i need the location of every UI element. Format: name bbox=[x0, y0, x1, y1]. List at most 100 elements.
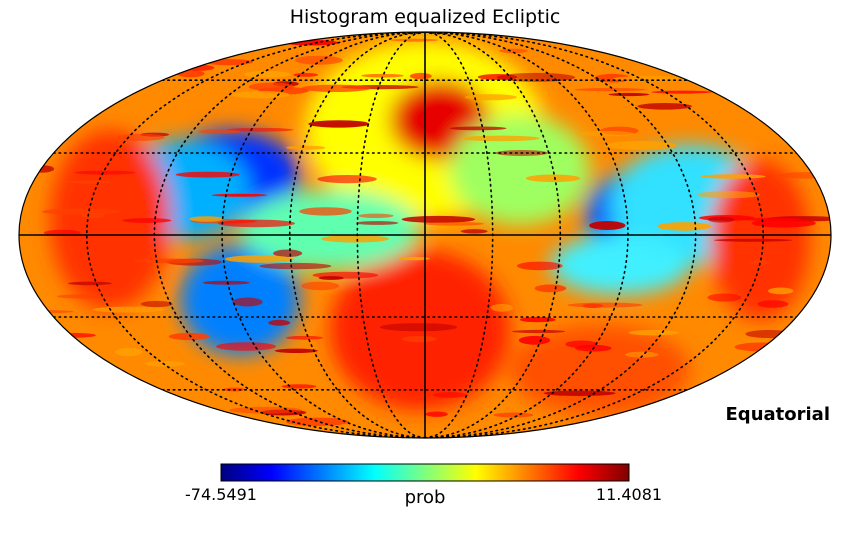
heatmap-streak bbox=[19, 76, 49, 85]
heatmap-streak bbox=[285, 417, 349, 426]
heatmap-streak bbox=[464, 94, 517, 101]
chart-title: Histogram equalized Ecliptic bbox=[290, 6, 561, 28]
colorbar: -74.5491 prob 11.4081 bbox=[185, 463, 662, 508]
colorbar-min-label: -74.5491 bbox=[185, 485, 257, 504]
heatmap-streak bbox=[286, 145, 326, 150]
heatmap-streak bbox=[633, 42, 680, 51]
heatmap-streak bbox=[783, 39, 831, 44]
heatmap-streak bbox=[696, 191, 760, 199]
heatmap-streak bbox=[174, 45, 211, 55]
heatmap-streak bbox=[567, 302, 643, 308]
heatmap-streak bbox=[83, 393, 147, 401]
heatmap-streak bbox=[268, 319, 291, 326]
heatmap-streak bbox=[34, 367, 57, 376]
heatmap-streak bbox=[19, 67, 64, 76]
graticule-meridian bbox=[424, 32, 765, 438]
heatmap-streak bbox=[745, 329, 793, 339]
heatmap-streak bbox=[150, 418, 178, 422]
heatmap-streak bbox=[59, 69, 91, 75]
left-edge-hot-region bbox=[50, 130, 170, 310]
heatmap-streak bbox=[216, 342, 276, 351]
heatmap-streak bbox=[218, 219, 296, 228]
heatmap-streak bbox=[608, 92, 650, 97]
heatmap-streak bbox=[749, 259, 771, 265]
heatmap-streak bbox=[229, 406, 303, 414]
heatmap-streak bbox=[175, 171, 240, 178]
heatmap-streak bbox=[409, 72, 432, 80]
heatmap-streak bbox=[357, 213, 394, 218]
heatmap-streak bbox=[700, 174, 766, 179]
heatmap-streak bbox=[57, 294, 107, 299]
heatmap-streak bbox=[753, 66, 788, 76]
heatmap-streak bbox=[628, 329, 679, 336]
heatmap-streak bbox=[609, 39, 657, 47]
centre-right-green-region bbox=[450, 115, 590, 225]
heatmap-streak bbox=[301, 84, 371, 93]
heatmap-streak bbox=[534, 284, 567, 293]
heatmap-streak bbox=[637, 103, 692, 110]
heatmap-streak bbox=[707, 293, 742, 302]
heatmap-streak bbox=[656, 222, 712, 231]
heatmap-streak bbox=[211, 193, 268, 197]
heatmap-streak bbox=[432, 392, 468, 398]
heatmap-streak bbox=[766, 381, 810, 391]
heatmap-streak bbox=[423, 222, 485, 226]
heatmap-streak bbox=[274, 348, 318, 353]
heatmap-streak bbox=[449, 126, 507, 131]
heatmap-streak bbox=[115, 348, 143, 356]
heatmap-streak bbox=[757, 300, 789, 308]
heatmap-streak bbox=[231, 91, 290, 99]
heatmap-streak bbox=[518, 335, 551, 345]
heatmap-streak bbox=[293, 73, 319, 77]
heatmap-streak bbox=[198, 129, 241, 134]
heatmap-streak bbox=[140, 300, 173, 308]
heatmap-streak bbox=[74, 170, 136, 175]
heatmap-streak bbox=[318, 276, 344, 280]
heatmap-streak bbox=[65, 180, 112, 184]
heatmap-streak bbox=[41, 208, 121, 215]
heatmap-streak bbox=[493, 412, 534, 418]
heatmap-streak bbox=[624, 351, 659, 358]
heatmap-streak bbox=[19, 100, 58, 110]
heatmap-streak bbox=[259, 262, 332, 270]
heatmap-streak bbox=[202, 280, 250, 285]
heatmap-streak bbox=[399, 256, 431, 261]
right-lower-cyan-region bbox=[550, 235, 690, 295]
heatmap-streak bbox=[379, 323, 458, 332]
heatmap-streak bbox=[499, 48, 528, 54]
coordinate-system-label: Equatorial bbox=[726, 404, 830, 425]
heatmap-streak bbox=[67, 281, 112, 286]
heatmap-streak bbox=[401, 215, 476, 223]
heatmap-streak bbox=[355, 221, 399, 225]
heatmap-streak bbox=[273, 249, 303, 258]
heatmap-streak bbox=[116, 133, 165, 141]
heatmap-streak bbox=[122, 218, 172, 223]
heatmap-streak bbox=[704, 67, 760, 74]
heatmap-streak bbox=[525, 174, 581, 183]
sky-map-panel bbox=[18, 31, 832, 439]
heatmap-streak bbox=[317, 175, 377, 184]
heatmap-streak bbox=[19, 408, 41, 413]
heatmap-streak bbox=[176, 69, 205, 78]
heatmap-streak bbox=[294, 55, 343, 65]
heatmap-streak bbox=[308, 120, 370, 128]
heatmap-streak bbox=[232, 297, 263, 307]
heatmap-streak bbox=[543, 390, 616, 396]
heatmap-streak bbox=[711, 76, 745, 83]
heatmap-streak bbox=[244, 70, 291, 78]
heatmap-streak bbox=[301, 281, 340, 291]
heatmap-streak bbox=[511, 329, 566, 334]
heatmap-streak bbox=[576, 130, 635, 137]
heatmap-streak bbox=[751, 218, 816, 228]
heatmap-streak bbox=[52, 417, 123, 421]
heatmap-streak bbox=[565, 340, 598, 348]
heatmap-streak bbox=[402, 336, 437, 343]
heatmap-streak bbox=[734, 342, 788, 352]
heatmap-streak bbox=[168, 332, 210, 341]
heatmap-streak bbox=[133, 258, 204, 264]
heatmap-streak bbox=[361, 73, 404, 78]
heatmap-streak bbox=[589, 221, 626, 230]
heatmap-streak bbox=[19, 310, 74, 314]
heatmap-streak bbox=[226, 127, 294, 132]
